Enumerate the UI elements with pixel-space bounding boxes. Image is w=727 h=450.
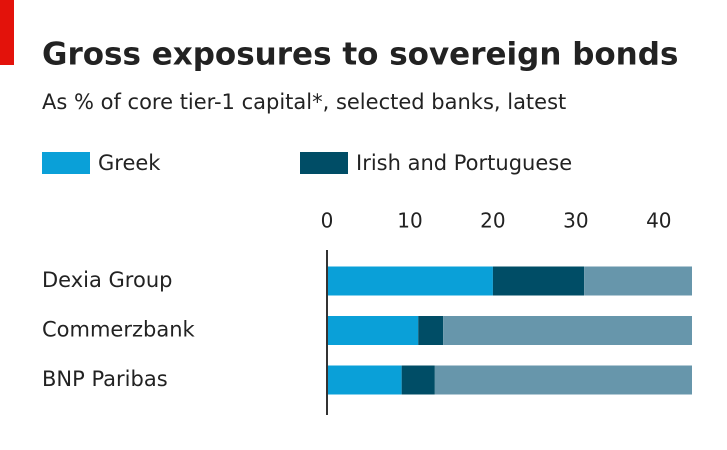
chart-title: Gross exposures to sovereign bonds: [42, 37, 678, 73]
category-label: Commerzbank: [42, 318, 196, 342]
legend-label: Greek: [98, 151, 161, 175]
legend-label: Irish and Portuguese: [356, 151, 572, 175]
category-label: Dexia Group: [42, 268, 172, 292]
bar-segment: [385, 415, 692, 444]
bar-segment: [327, 266, 493, 296]
x-tick-label: 40: [646, 209, 671, 233]
bar-segment: [327, 415, 344, 444]
bar-segment: [584, 266, 692, 296]
accent-bar: [0, 0, 14, 65]
bar-segment: [434, 365, 692, 395]
plot: [326, 250, 692, 444]
bar-segment: [327, 365, 402, 395]
category-label: BNP Paribas: [42, 367, 168, 391]
bar-segment: [492, 266, 585, 296]
x-tick-label: 0: [321, 209, 334, 233]
bar-segment: [401, 365, 435, 395]
legend-swatch: [42, 152, 90, 174]
chart-subtitle: As % of core tier-1 capital*, selected b…: [42, 90, 566, 114]
bar-segment: [418, 316, 444, 345]
bar-segment: [327, 316, 419, 345]
bar-segment: [344, 415, 385, 444]
bar-segment: [443, 316, 692, 345]
x-tick-label: 20: [480, 209, 505, 233]
x-tick-label: 10: [397, 209, 422, 233]
legend-swatch: [300, 152, 348, 174]
x-tick-label: 30: [563, 209, 588, 233]
